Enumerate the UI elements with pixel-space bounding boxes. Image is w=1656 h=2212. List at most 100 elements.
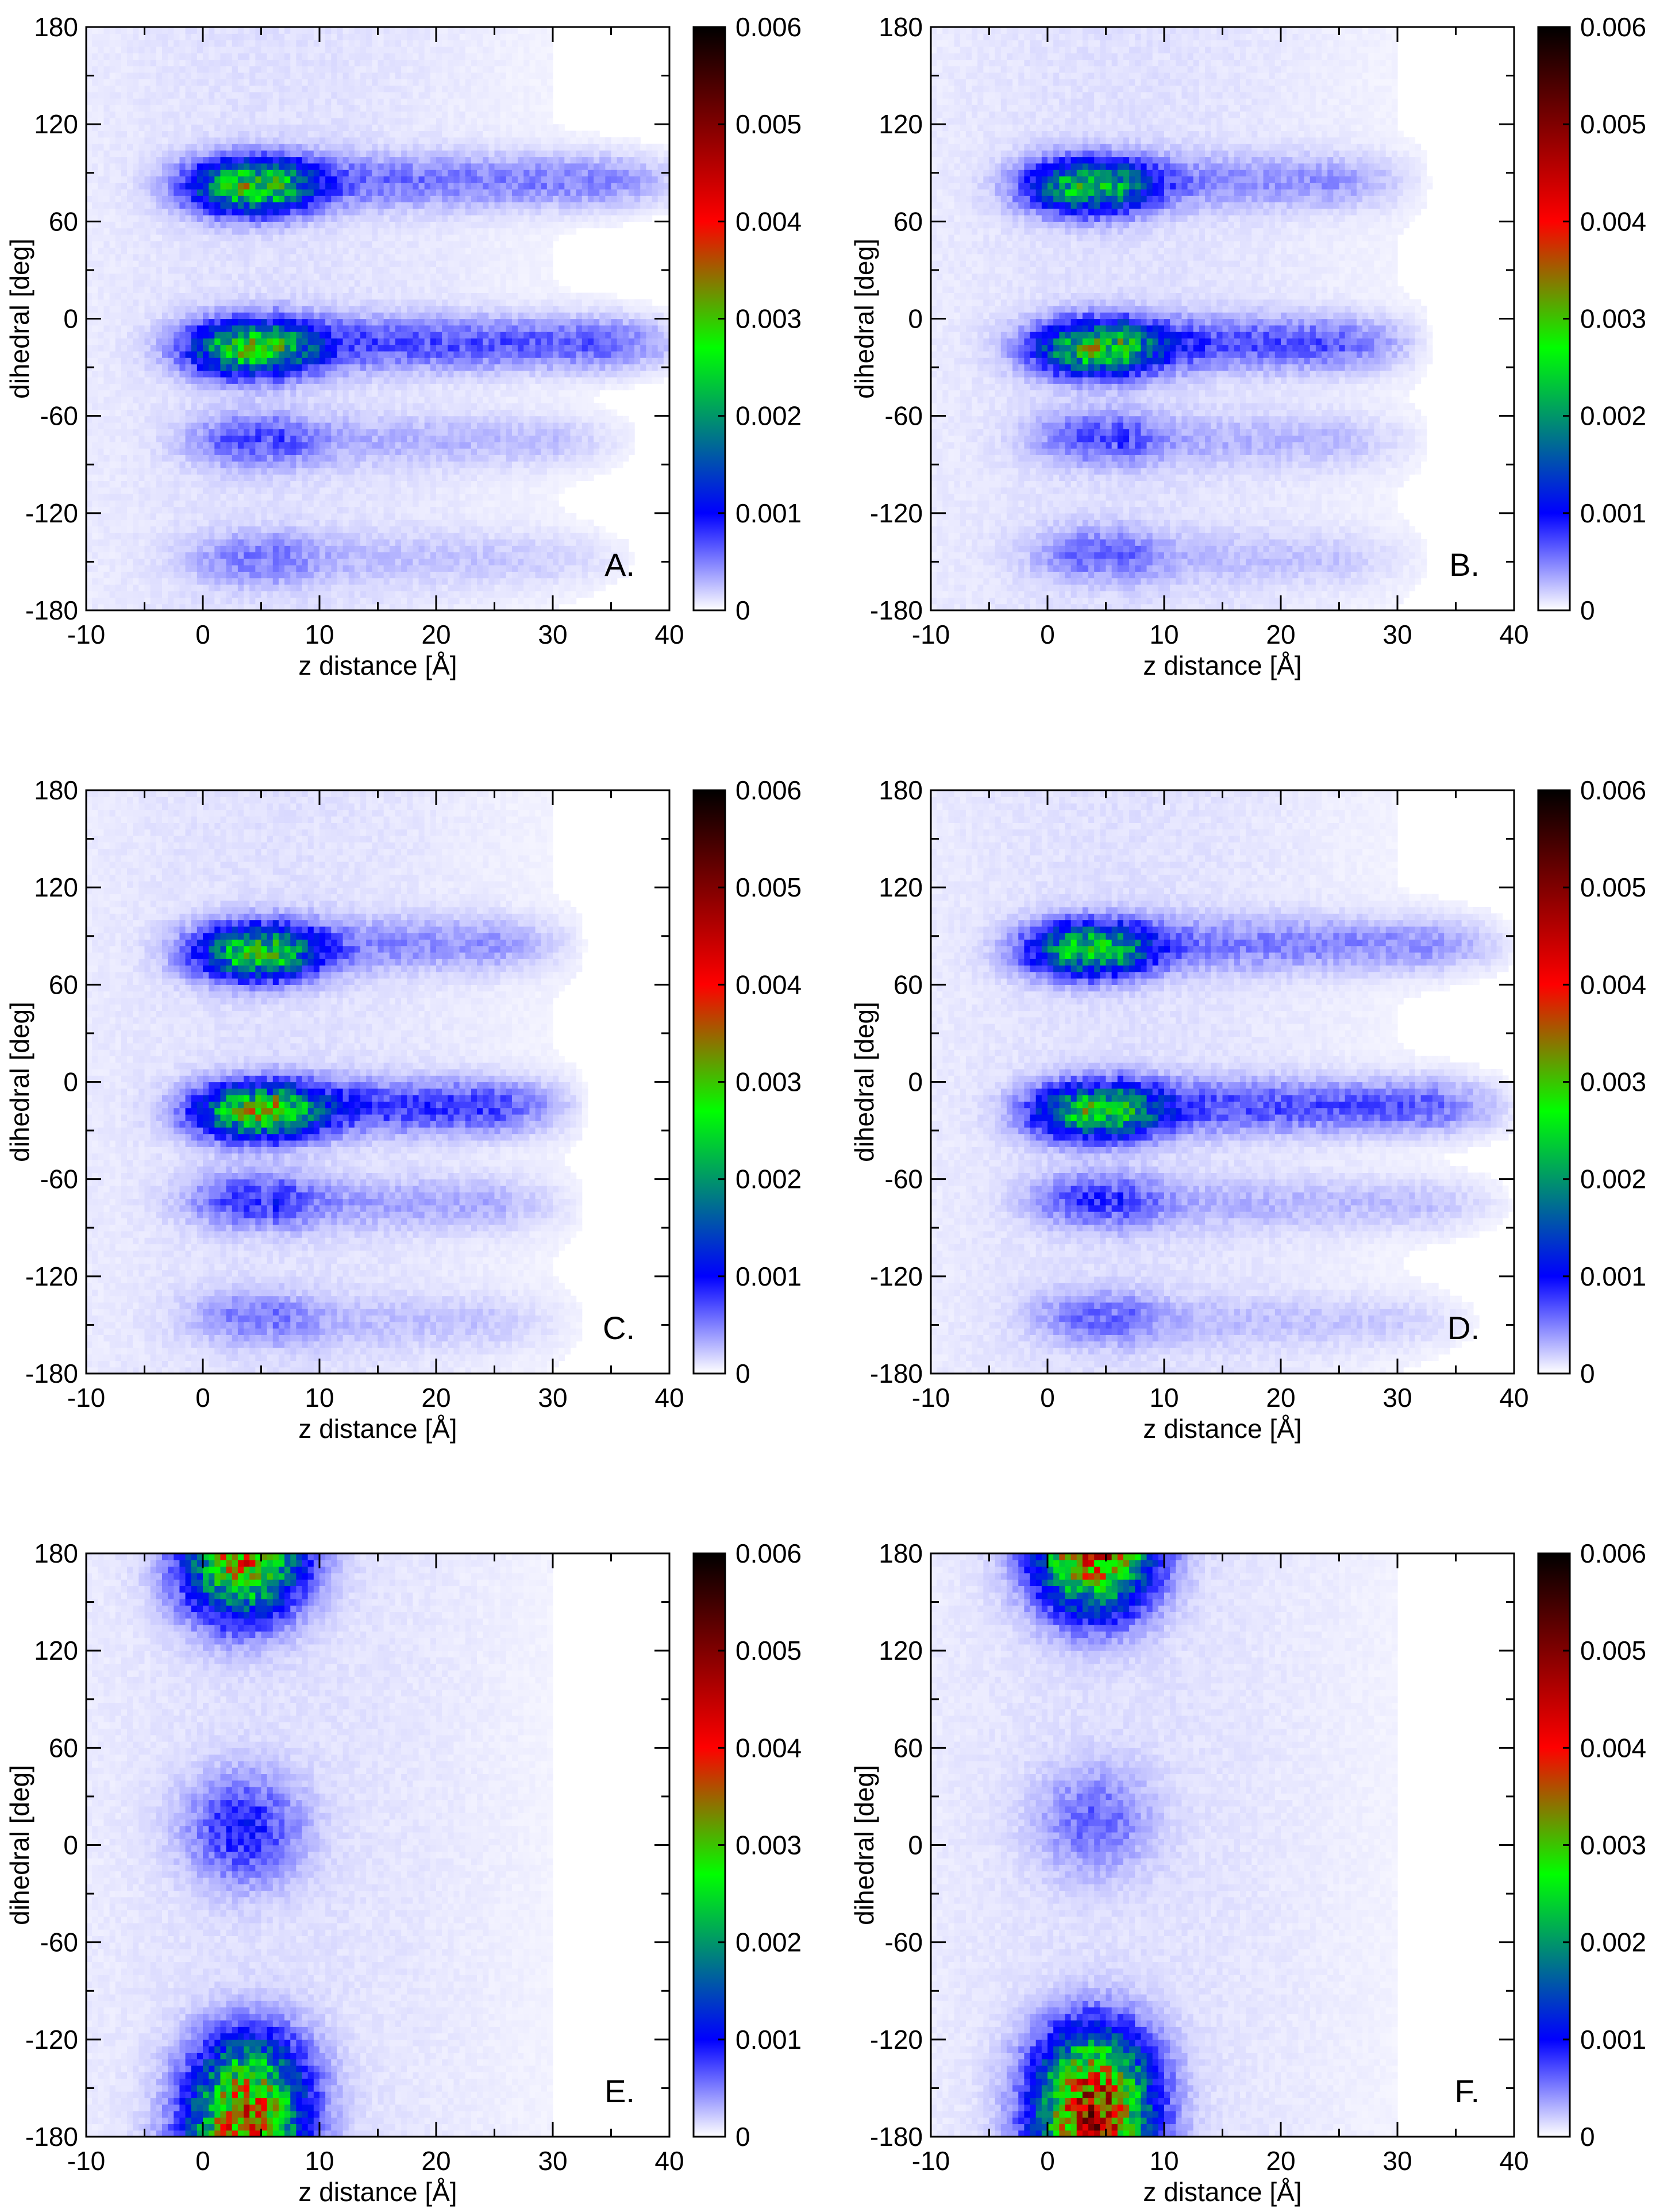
heatmap-cell (138, 480, 145, 488)
heatmap-cell (174, 33, 180, 41)
heatmap-cell (319, 53, 326, 60)
heatmap-cell (115, 182, 122, 190)
heatmap-cell (307, 312, 314, 320)
heatmap-cell (109, 377, 116, 384)
heatmap-cell (272, 520, 279, 526)
heatmap-cell (255, 312, 262, 320)
heatmap-cell (319, 188, 326, 196)
heatmap-cell (290, 558, 296, 565)
heatmap-cell (191, 105, 198, 112)
heatmap-cell (174, 364, 180, 371)
heatmap-cell (115, 117, 122, 125)
heatmap-cell (109, 188, 116, 196)
heatmap-cell (226, 526, 233, 533)
heatmap-cell (296, 46, 303, 53)
heatmap-cell (290, 247, 296, 255)
heatmap-cell (278, 416, 285, 423)
heatmap-cell (214, 176, 221, 183)
heatmap-cell (290, 124, 296, 132)
heatmap-cell (244, 429, 250, 436)
heatmap-cell (296, 176, 303, 183)
heatmap-cell (313, 312, 320, 320)
heatmap-cell (360, 455, 367, 462)
heatmap-cell (237, 286, 244, 293)
heatmap-cell (284, 500, 291, 507)
heatmap-cell (244, 448, 250, 455)
heatmap-cell (121, 182, 128, 190)
heatmap-cell (203, 480, 209, 488)
heatmap-cell (86, 312, 93, 320)
heatmap-cell (121, 40, 128, 47)
heatmap-cell (389, 91, 396, 99)
heatmap-cell (319, 163, 326, 170)
heatmap-cell (383, 338, 390, 345)
heatmap-cell (161, 403, 168, 410)
heatmap-cell (255, 279, 262, 287)
heatmap-cell (383, 526, 390, 533)
heatmap-cell (383, 247, 390, 255)
heatmap-cell (232, 591, 238, 598)
heatmap-cell (255, 364, 262, 371)
heatmap-cell (244, 571, 250, 579)
heatmap-cell (278, 208, 285, 216)
heatmap-cell (313, 526, 320, 533)
heatmap-cell (92, 513, 98, 520)
heatmap-cell (389, 520, 396, 526)
heatmap-cell (115, 467, 122, 475)
heatmap-cell (161, 170, 168, 176)
heatmap-cell (209, 396, 215, 403)
heatmap-cell (342, 111, 349, 118)
heatmap-cell (278, 117, 285, 125)
heatmap-cell (255, 137, 262, 144)
heatmap-cell (372, 170, 379, 176)
heatmap-cell (307, 293, 314, 300)
heatmap-cell (98, 195, 105, 203)
heatmap-cell (174, 170, 180, 176)
heatmap-cell (179, 299, 186, 306)
heatmap-cell (232, 293, 238, 300)
heatmap-cell (342, 59, 349, 67)
heatmap-cell (161, 591, 168, 598)
heatmap-cell (302, 286, 309, 293)
heatmap-cell (354, 182, 361, 190)
heatmap-cell (203, 105, 209, 112)
heatmap-cell (127, 409, 133, 417)
heatmap-cell (389, 480, 396, 488)
heatmap-cell (278, 105, 285, 112)
heatmap-cell (290, 597, 296, 605)
heatmap-cell (325, 448, 332, 455)
heatmap-cell (296, 273, 303, 280)
heatmap-cell (360, 506, 367, 514)
heatmap-cell (354, 267, 361, 274)
heatmap-cell (98, 370, 105, 378)
heatmap-cell (348, 429, 355, 436)
heatmap-cell (272, 506, 279, 514)
heatmap-cell (244, 312, 250, 320)
heatmap-cell (197, 208, 203, 216)
heatmap-cell (366, 241, 372, 248)
heatmap-cell (313, 202, 320, 209)
heatmap-cell (372, 526, 379, 533)
heatmap-cell (220, 403, 227, 410)
heatmap-cell (337, 597, 344, 605)
heatmap-cell (185, 422, 192, 429)
heatmap-cell (337, 144, 344, 151)
heatmap-cell (156, 202, 163, 209)
heatmap-cell (168, 234, 174, 241)
heatmap-cell (278, 188, 285, 196)
heatmap-cell (156, 279, 163, 287)
heatmap-cell (179, 538, 186, 546)
heatmap-cell (255, 188, 262, 196)
heatmap-cell (203, 591, 209, 598)
heatmap-cell (226, 338, 233, 345)
heatmap-cell (237, 208, 244, 216)
heatmap-cell (237, 357, 244, 365)
heatmap-cell (383, 27, 390, 34)
heatmap-cell (389, 603, 396, 611)
heatmap-cell (232, 260, 238, 267)
heatmap-cell (331, 176, 338, 183)
heatmap-cell (92, 273, 98, 280)
heatmap-cell (331, 279, 338, 287)
heatmap-cell (313, 33, 320, 41)
heatmap-cell (144, 163, 151, 170)
